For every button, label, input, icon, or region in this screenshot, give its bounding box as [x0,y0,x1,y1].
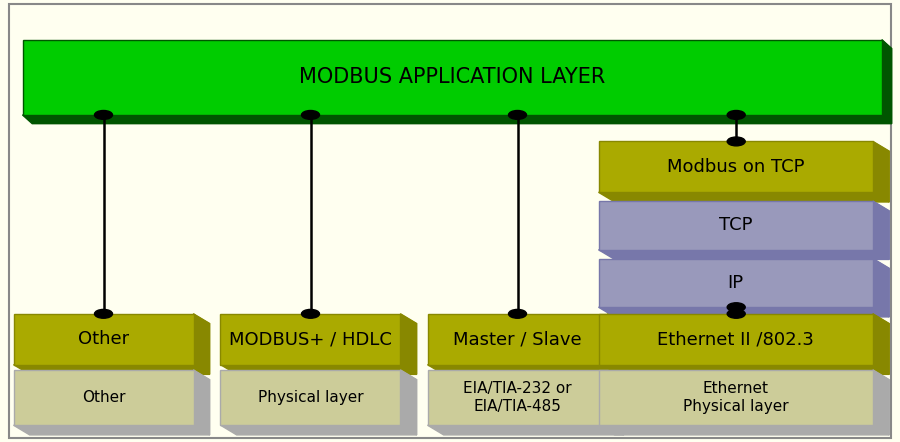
Polygon shape [873,259,889,317]
Circle shape [508,110,526,119]
Polygon shape [598,365,889,374]
Polygon shape [428,365,624,374]
Polygon shape [194,314,210,374]
Polygon shape [608,370,624,435]
Polygon shape [873,370,889,435]
Circle shape [302,309,319,318]
Text: EIA/TIA-232 or
EIA/TIA-485: EIA/TIA-232 or EIA/TIA-485 [464,381,572,414]
FancyBboxPatch shape [598,314,873,365]
Circle shape [94,309,112,318]
FancyBboxPatch shape [598,141,873,192]
Text: MODBUS APPLICATION LAYER: MODBUS APPLICATION LAYER [299,67,606,88]
Text: IP: IP [728,274,743,292]
FancyBboxPatch shape [220,314,400,365]
Text: Other: Other [78,330,129,348]
Polygon shape [873,201,889,259]
FancyBboxPatch shape [428,314,608,365]
Polygon shape [400,370,417,435]
Polygon shape [14,365,210,374]
Polygon shape [873,141,889,202]
Polygon shape [22,115,892,124]
FancyBboxPatch shape [598,201,873,250]
Circle shape [727,309,745,318]
Polygon shape [400,314,417,374]
Polygon shape [598,250,889,259]
FancyBboxPatch shape [14,370,194,425]
FancyBboxPatch shape [598,370,873,425]
Polygon shape [194,370,210,435]
Circle shape [727,303,745,312]
FancyBboxPatch shape [598,259,873,307]
Polygon shape [14,425,210,435]
Polygon shape [882,40,892,124]
Text: Ethernet II /802.3: Ethernet II /802.3 [657,330,814,348]
Text: Physical layer: Physical layer [257,390,364,405]
Polygon shape [873,314,889,374]
Polygon shape [428,425,624,435]
Polygon shape [598,307,889,317]
Circle shape [94,110,112,119]
FancyBboxPatch shape [220,370,400,425]
FancyBboxPatch shape [22,40,882,115]
FancyBboxPatch shape [9,4,891,438]
Text: Other: Other [82,390,125,405]
Text: MODBUS+ / HDLC: MODBUS+ / HDLC [230,330,392,348]
Text: TCP: TCP [719,217,752,234]
Polygon shape [608,314,624,374]
FancyBboxPatch shape [428,370,608,425]
Circle shape [727,137,745,146]
Polygon shape [220,365,417,374]
Polygon shape [220,425,417,435]
Text: Master / Slave: Master / Slave [454,330,581,348]
Circle shape [302,110,319,119]
Polygon shape [598,425,889,435]
FancyBboxPatch shape [14,314,194,365]
Text: Modbus on TCP: Modbus on TCP [667,158,805,176]
Circle shape [508,309,526,318]
Circle shape [727,110,745,119]
Polygon shape [598,192,889,202]
Text: Ethernet
Physical layer: Ethernet Physical layer [683,381,788,414]
